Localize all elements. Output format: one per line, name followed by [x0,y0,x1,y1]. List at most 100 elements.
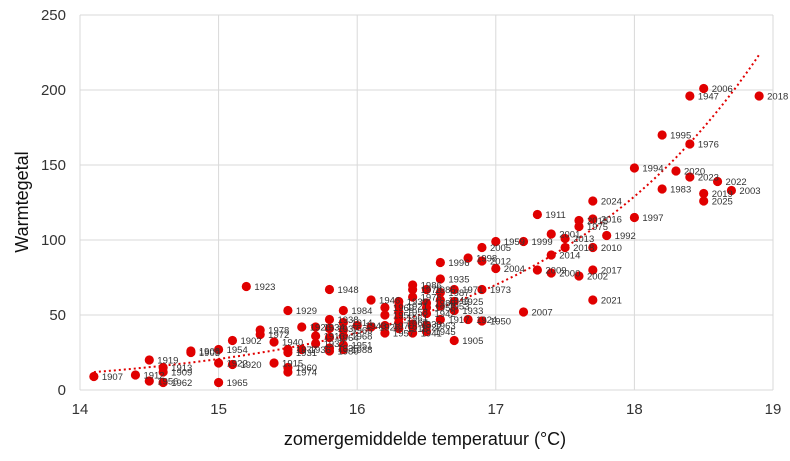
data-point-label: 1959 [504,237,525,248]
data-point-label: 1938 [337,315,358,326]
data-point [449,335,459,346]
data-point [283,367,293,377]
data-point [421,308,432,319]
data-point-label: 1970 [393,321,414,332]
data-point [89,371,99,382]
data-point-label: 1995 [670,131,691,142]
data-point-label: 1955 [435,303,456,314]
data-point-label: 1992 [615,231,636,242]
data-point-label: 2022 [726,177,747,188]
y-tick-label: 100 [41,232,66,249]
data-point-label: 1922 [227,359,248,370]
data-point-label: 1940 [282,338,303,349]
data-point-label: 2019 [712,189,733,200]
data-point-label: 1953 [448,302,469,313]
data-point [491,236,501,247]
data-point-label: 2018 [573,243,594,254]
data-point [588,242,598,253]
data-point-label: 1919 [157,356,178,367]
data-point [449,305,459,316]
data-point [671,166,681,176]
data-point-label: 2009 [545,266,566,277]
data-point [463,314,473,325]
data-point-label: 1917 [448,315,469,326]
data-point-label: 1932 [324,339,345,350]
data-point-label: 1927 [421,323,442,334]
data-point [269,358,279,368]
data-point-label: 1962 [171,378,192,389]
data-point [394,313,404,323]
data-point-label: 2007 [532,308,553,319]
data-point-label: 1948 [337,285,358,296]
data-point [311,322,321,332]
data-point-label: 2017 [601,266,622,277]
data-point-label: 1907 [102,372,123,383]
data-point-label: 1908 [199,347,220,358]
data-point [324,346,335,356]
data-point-label: 1971 [462,285,483,296]
data-point [712,176,723,187]
data-point-label: 1933 [462,306,483,317]
data-point [269,337,279,347]
data-point [338,317,348,328]
data-point [699,83,709,94]
data-point [477,242,487,253]
data-point-label: 1980 [337,347,358,358]
data-point [380,328,390,338]
data-point [338,305,348,316]
y-tick-label: 250 [41,7,66,24]
data-point-label: 2015 [587,216,608,227]
data-point [560,242,570,253]
data-point-label: 2016 [601,215,622,226]
data-point [435,274,445,284]
data-point-label: 1987 [448,288,469,299]
data-point-label: 2012 [490,257,511,268]
data-point-label: 1977 [296,345,317,356]
data-point-label: 1935 [448,275,469,286]
data-point [602,230,612,241]
data-point [297,322,307,332]
data-point-label: 1989 [435,299,456,310]
data-point [283,305,293,316]
data-point-label: 1944 [448,296,469,307]
data-point-label: 1976 [698,140,719,151]
data-point [532,209,542,220]
data-point-label: 2002 [587,272,608,283]
data-point [518,307,529,317]
data-point-label: 1916 [324,332,345,343]
data-point [477,256,487,266]
data-point-label: 1921 [407,302,428,313]
data-point-label: 2024 [601,197,622,208]
grid-layer [79,14,774,391]
data-point [214,344,224,355]
data-point [754,91,764,101]
data-point-label: 1931 [296,348,317,359]
data-point-label: 1942 [435,309,456,320]
x-tick-label: 18 [626,401,643,418]
data-point-label: 2025 [712,197,733,208]
data-point-label: 1965 [227,378,248,389]
data-point-label: 1969 [393,303,414,314]
data-point [324,314,335,325]
data-point-label: 1945 [435,327,456,338]
data-point [380,310,390,320]
data-point-label: 1909 [171,368,192,379]
data-point-label: 1967 [407,318,428,329]
data-point-label: 2005 [490,243,511,254]
data-point [241,281,251,292]
data-point [629,163,640,173]
data-point [657,184,667,194]
data-point-label: 2023 [698,173,719,184]
data-point-label: 2003 [739,186,760,197]
data-point [158,367,168,377]
data-point [685,91,695,101]
data-point [685,172,695,182]
data-point [144,355,154,365]
data-point-label: 1972 [268,330,289,341]
data-point [408,284,418,295]
data-point-label: 1930 [421,320,442,331]
data-point-label: 1950 [490,317,511,328]
data-point [449,296,459,307]
data-point-label: 1941 [421,329,442,340]
data-point [574,215,584,226]
